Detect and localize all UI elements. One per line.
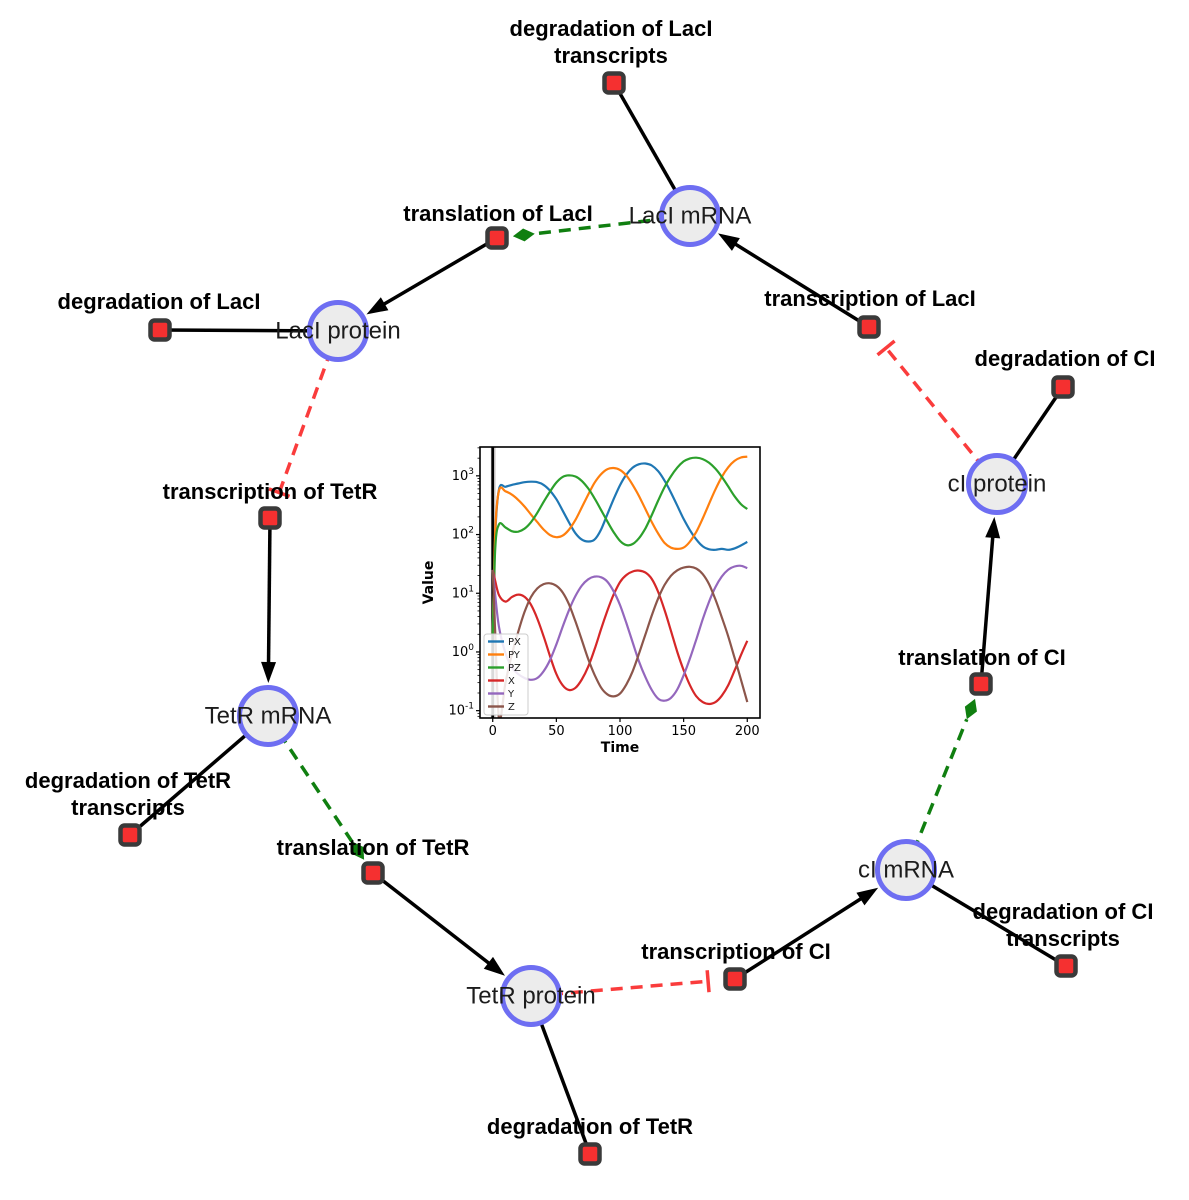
y-tick-label: 10-1 (448, 702, 474, 719)
edge-ci-mrna-deg-ci-tx[interactable] (905, 868, 1067, 968)
x-tick-label: 50 (548, 724, 565, 739)
legend-label-PY: PY (508, 650, 521, 661)
consumption-line (905, 868, 1067, 968)
production-line (729, 239, 870, 329)
y-tick-label: 103 (452, 467, 474, 484)
arrowhead-icon (261, 661, 277, 684)
species-node-tetr-mrna[interactable] (237, 685, 299, 747)
reaction-node-translation-tetr[interactable] (361, 861, 385, 885)
species-node-laci-protein[interactable] (307, 300, 369, 362)
reaction-node-deg-ci[interactable] (1051, 375, 1075, 399)
reaction-node-transcription-ci[interactable] (723, 967, 747, 991)
reaction-node-transcription-laci[interactable] (857, 315, 881, 339)
edge-translation-tetr-tetr-protein[interactable] (371, 871, 505, 976)
reaction-label-transcription-ci: transcription of CI (641, 939, 830, 964)
arrowhead-icon (483, 956, 505, 976)
reaction-node-translation-laci[interactable] (485, 226, 509, 250)
series-PZ (491, 456, 748, 635)
edge-transcription-tetr-tetr-mrna[interactable] (261, 517, 277, 684)
reaction-label-deg-ci: degradation of CI (975, 346, 1156, 371)
species-label-ci-mrna: cI mRNA (858, 857, 954, 884)
species-node-ci-mrna[interactable] (875, 839, 937, 901)
reaction-node-deg-tetr-tx[interactable] (118, 823, 142, 847)
reaction-label-translation-laci: translation of LacI (403, 201, 592, 226)
series-PX (491, 462, 748, 635)
reaction-label-deg-ci-tx: degradation of CI transcripts (973, 899, 1154, 951)
labels-layer: LacI mRNA LacI protein cI protein TetR mRNA… (25, 16, 1156, 1139)
series-Z (491, 565, 749, 718)
edge-transcription-ci-ci-mrna[interactable] (734, 887, 879, 981)
arrowhead-icon (366, 297, 389, 315)
series-X (491, 569, 749, 706)
diamond-arrowhead-icon (351, 841, 365, 860)
species-node-laci-mrna[interactable] (659, 185, 721, 247)
x-tick-label: 0 (489, 724, 497, 739)
reaction-node-deg-tetr[interactable] (578, 1142, 602, 1166)
species-label-ci-protein: cI protein (948, 471, 1047, 498)
reaction-label-translation-tetr: translation of TetR (277, 835, 470, 860)
chart-legend: PX PY PZ XYZ (483, 633, 529, 716)
tbar-icon (705, 970, 711, 993)
series-PY (491, 455, 748, 635)
tbar-icon (876, 339, 896, 357)
reaction-label-deg-tetr: degradation of TetR (487, 1114, 693, 1139)
reaction-node-transcription-tetr[interactable] (258, 506, 282, 530)
y-axis-label: Value (421, 561, 437, 605)
reaction-label-transcription-laci: transcription of LacI (764, 286, 975, 311)
diamond-arrowhead-icon (512, 228, 535, 242)
arrowhead-icon (985, 516, 1001, 539)
production-line (734, 893, 868, 981)
legend-label-PX: PX (508, 637, 521, 648)
production-line (266, 517, 272, 670)
y-tick-label: 102 (452, 526, 474, 543)
reaction-label-transcription-tetr: transcription of TetR (163, 479, 378, 504)
nodes-layer (118, 71, 1078, 1166)
reaction-label-translation-ci: translation of CI (898, 645, 1065, 670)
reaction-node-deg-laci[interactable] (148, 318, 172, 342)
legend-label-PZ: PZ (508, 663, 521, 674)
legend-label-Z: Z (508, 702, 515, 713)
species-label-tetr-mrna: TetR mRNA (205, 703, 332, 730)
reaction-label-deg-laci-tx: degradation of LacI transcripts (510, 16, 713, 68)
species-node-tetr-protein[interactable] (500, 965, 562, 1027)
production-line (979, 530, 995, 685)
reaction-node-deg-ci-tx[interactable] (1054, 954, 1078, 978)
edge-translation-laci-laci-protein[interactable] (366, 236, 498, 315)
timeseries-plot: 0 50 100 150 20010-1100101102103TimeValuePXP… (421, 427, 774, 756)
x-tick-label: 100 (608, 724, 633, 739)
production-line (371, 871, 495, 969)
reaction-node-translation-ci[interactable] (969, 672, 993, 696)
y-tick-label: 101 (452, 584, 474, 601)
reaction-label-deg-tetr-tx: degradation of TetR transcripts (25, 768, 231, 820)
x-tick-label: 200 (735, 724, 760, 739)
edge-translation-ci-ci-protein[interactable] (979, 516, 1001, 685)
reaction-node-deg-laci-tx[interactable] (602, 71, 626, 95)
arrowhead-icon (856, 887, 879, 906)
diamond-arrowhead-icon (964, 698, 977, 720)
species-label-tetr-protein: TetR protein (466, 983, 595, 1010)
x-axis-label: Time (601, 740, 639, 756)
species-node-ci-protein[interactable] (966, 453, 1028, 515)
legend-label-Y: Y (507, 689, 515, 700)
reaction-label-deg-laci: degradation of LacI (58, 289, 261, 314)
y-tick-label: 100 (452, 643, 475, 660)
species-label-laci-mrna: LacI mRNA (629, 203, 752, 230)
tbar-icon (268, 487, 291, 499)
production-line (377, 236, 498, 309)
edge-transcription-laci-laci-mrna[interactable] (718, 233, 870, 329)
species-label-laci-protein: LacI protein (275, 318, 400, 345)
arrowhead-icon (718, 233, 740, 251)
legend-label-X: X (508, 676, 515, 687)
x-tick-label: 150 (671, 724, 696, 739)
series-Y (491, 564, 748, 702)
legend-box (483, 633, 529, 716)
